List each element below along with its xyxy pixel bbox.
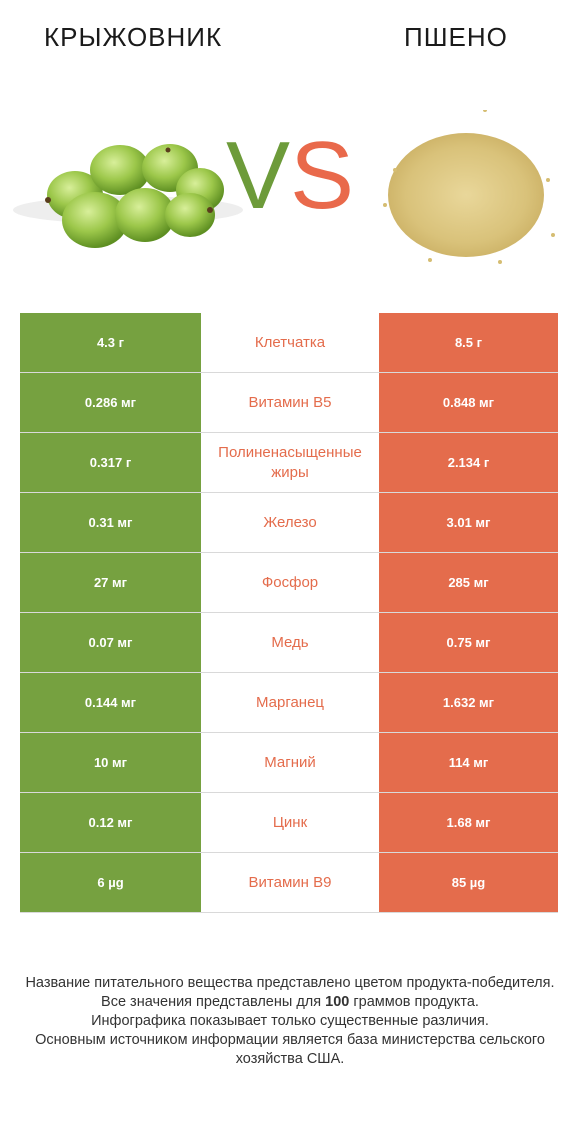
vs-label: VS [226,128,354,224]
right-value: 85 µg [379,853,558,912]
table-row: 27 мг Фосфор 285 мг [20,553,558,613]
table-row: 0.07 мг Медь 0.75 мг [20,613,558,673]
nutrient-name: Витамин B5 [201,373,379,432]
row-divider [20,552,558,553]
nutrient-name: Клетчатка [201,313,379,372]
right-value: 114 мг [379,733,558,792]
row-divider [20,732,558,733]
left-value: 6 µg [20,853,201,912]
footnote-line-3: Инфографика показывает только существенн… [91,1013,489,1029]
left-value: 0.31 мг [20,493,201,552]
nutrient-name: Полиненасыщенные жиры [201,433,379,492]
nutrient-name: Витамин B9 [201,853,379,912]
footnote: Название питательного вещества представл… [20,974,560,1069]
millet-image [383,110,555,264]
nutrient-name: Фосфор [201,553,379,612]
right-value: 2.134 г [379,433,558,492]
right-value: 285 мг [379,553,558,612]
left-value: 0.286 мг [20,373,201,432]
table-row: 0.12 мг Цинк 1.68 мг [20,793,558,853]
right-value: 1.632 мг [379,673,558,732]
footnote-line-2-post: граммов продукта. [349,994,479,1010]
nutrient-name: Медь [201,613,379,672]
footnote-line-2-pre: Все значения представлены для [101,994,326,1010]
comparison-table: 4.3 г Клетчатка 8.5 г 0.286 мг Витамин B5 0.8… [20,313,558,913]
left-value: 0.07 мг [20,613,201,672]
footnote-line-4: Основным источником информации является … [35,1032,545,1067]
right-value: 0.848 мг [379,373,558,432]
row-divider [20,912,558,913]
nutrient-name: Цинк [201,793,379,852]
footnote-line-2: Все значения представлены для 100 граммо… [20,993,560,1012]
footnote-line-1: Название питательного вещества представл… [25,975,555,991]
vs-v: V [226,122,291,229]
left-value: 10 мг [20,733,201,792]
table-row: 6 µg Витамин B9 85 µg [20,853,558,913]
right-food-title: ПШЕНО [404,22,508,52]
row-divider [20,672,558,673]
row-divider [20,612,558,613]
row-divider [20,372,558,373]
footnote-line-2-bold: 100 [325,994,350,1010]
nutrient-name: Железо [201,493,379,552]
left-value: 4.3 г [20,313,201,372]
left-value: 27 мг [20,553,201,612]
table-row: 10 мг Магний 114 мг [20,733,558,793]
table-row: 0.286 мг Витамин B5 0.848 мг [20,373,558,433]
left-value: 0.144 мг [20,673,201,732]
table-row: 0.31 мг Железо 3.01 мг [20,493,558,553]
hero-images [13,110,555,264]
nutrient-name: Магний [201,733,379,792]
row-divider [20,492,558,493]
row-divider [20,792,558,793]
left-value: 0.317 г [20,433,201,492]
right-value: 3.01 мг [379,493,558,552]
right-value: 0.75 мг [379,613,558,672]
right-value: 1.68 мг [379,793,558,852]
table-row: 0.144 мг Марганец 1.632 мг [20,673,558,733]
table-row: 0.317 г Полиненасыщенные жиры 2.134 г [20,433,558,493]
gooseberry-image [13,144,243,248]
row-divider [20,852,558,853]
left-value: 0.12 мг [20,793,201,852]
table-row: 4.3 г Клетчатка 8.5 г [20,313,558,373]
vs-s: S [290,122,355,229]
left-food-title: КРЫЖОВНИК [44,22,223,52]
row-divider [20,432,558,433]
nutrient-name: Марганец [201,673,379,732]
right-value: 8.5 г [379,313,558,372]
